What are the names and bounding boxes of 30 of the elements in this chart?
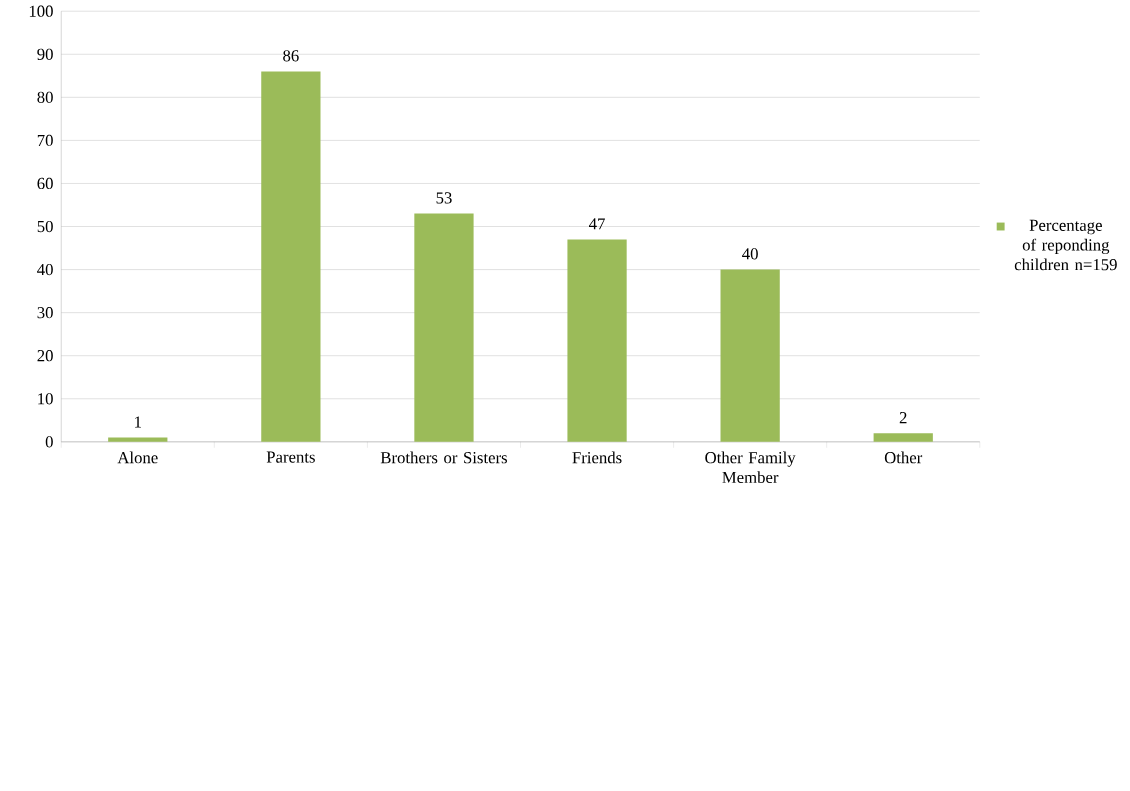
data-label: 1 [135, 416, 141, 428]
x-tick-label: Other [884, 451, 923, 464]
legend-label: Percentage of reponding children n=159 [1014, 219, 1117, 271]
data-label: 40 [742, 248, 758, 260]
x-tick-label: Brothers or Sisters [380, 451, 508, 464]
x-tick-label: Alone [117, 451, 158, 464]
bar [720, 269, 780, 443]
data-label: 47 [589, 218, 605, 230]
y-tick-label: 20 [37, 350, 53, 362]
bar [567, 239, 627, 443]
y-tick-label: 30 [37, 307, 53, 319]
y-tick-label: 60 [37, 177, 53, 190]
y-tick-label: 100 [29, 5, 53, 18]
y-tick-label: 50 [37, 221, 53, 233]
y-tick-label: 80 [37, 91, 53, 104]
x-tick-label: Friends [572, 451, 622, 464]
x-tick-label: Parents [266, 451, 315, 463]
y-tick-label: 0 [45, 436, 53, 448]
data-label: 53 [436, 192, 452, 204]
data-label: 2 [899, 412, 907, 424]
y-tick-label: 40 [37, 264, 53, 276]
data-label: 86 [283, 50, 299, 62]
x-tick-label: Other Family Member [705, 451, 796, 484]
y-tick-label: 90 [37, 48, 53, 61]
y-tick-label: 70 [37, 134, 53, 147]
bar [261, 71, 321, 443]
bar [414, 213, 474, 443]
y-tick-label: 10 [38, 393, 53, 405]
bar [873, 433, 933, 443]
bar [108, 437, 168, 443]
